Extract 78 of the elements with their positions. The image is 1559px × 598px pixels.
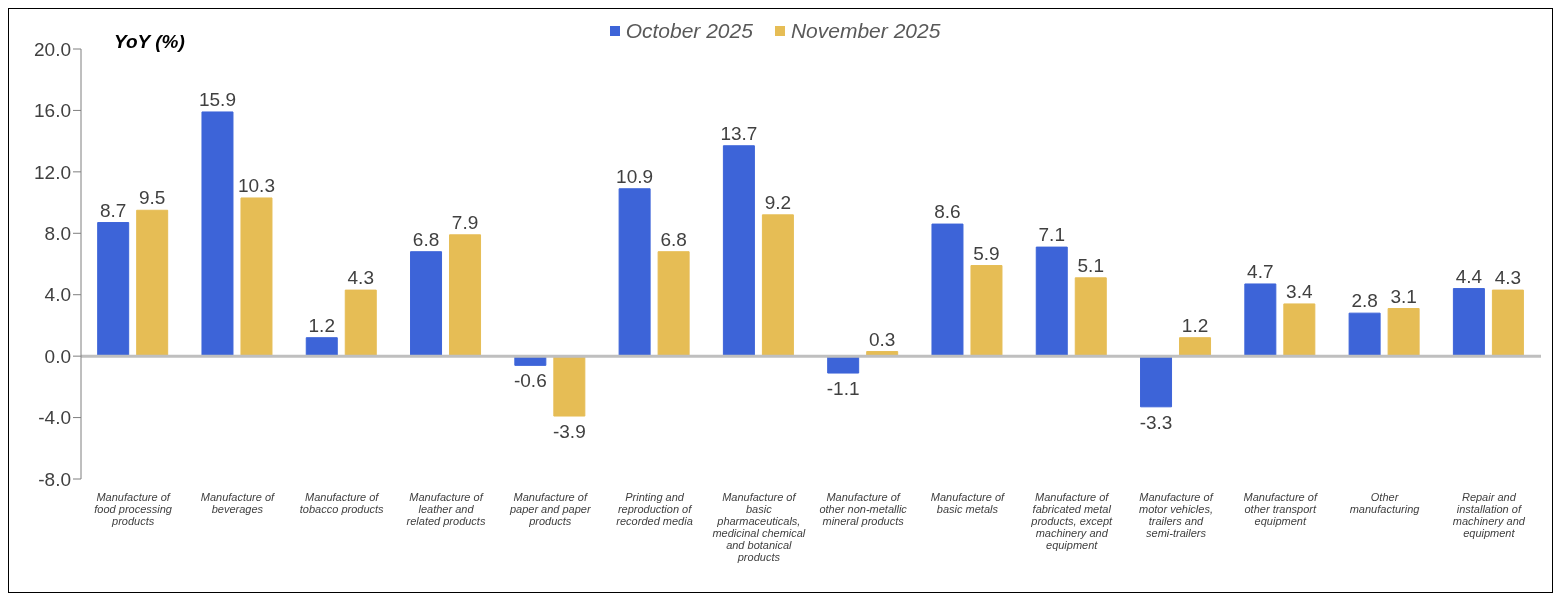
data-label: 6.8 bbox=[660, 228, 687, 250]
data-label: -0.6 bbox=[513, 370, 547, 392]
data-label: 13.7 bbox=[720, 122, 758, 144]
x-tick-label: Manufacture of other transport equipment bbox=[1243, 491, 1318, 527]
data-label: 4.3 bbox=[347, 267, 374, 289]
bar bbox=[201, 111, 234, 357]
bar bbox=[618, 188, 651, 357]
bar bbox=[761, 214, 794, 357]
data-label: 6.8 bbox=[412, 228, 440, 250]
y-tick-label: 4.0 bbox=[44, 284, 71, 306]
legend-label: November 2025 bbox=[789, 19, 941, 43]
y-tick-label: -4.0 bbox=[38, 407, 71, 429]
bar bbox=[1452, 288, 1485, 357]
data-label: -3.3 bbox=[1139, 411, 1173, 433]
bar bbox=[410, 251, 443, 357]
data-label: 5.1 bbox=[1077, 254, 1104, 276]
x-tick-label: Manufacture of fabricated metal products, except machinery and equipment bbox=[1030, 491, 1114, 551]
data-label: 7.9 bbox=[451, 211, 479, 233]
y-axis-title: YoY (%) bbox=[114, 31, 185, 53]
legend-label: October 2025 bbox=[624, 19, 753, 43]
data-label: -1.1 bbox=[826, 378, 860, 400]
data-label: 5.9 bbox=[973, 242, 1000, 264]
bar bbox=[1283, 303, 1316, 357]
x-tick-label: Manufacture of leather and related products bbox=[406, 491, 486, 527]
data-label: 8.6 bbox=[934, 201, 961, 223]
x-tick-label: Manufacture of basic pharmaceuticals, medicinal chemical and botanical products bbox=[712, 491, 806, 563]
data-label: 10.9 bbox=[616, 165, 654, 187]
bar bbox=[553, 355, 586, 417]
y-tick-label: 0.0 bbox=[44, 345, 71, 367]
y-tick-label: 8.0 bbox=[44, 223, 71, 245]
data-label: 9.2 bbox=[764, 191, 792, 213]
data-label: 0.3 bbox=[868, 328, 896, 350]
data-label: 4.4 bbox=[1455, 265, 1483, 287]
y-tick-label: -8.0 bbox=[38, 468, 71, 490]
x-tick-label: Manufacture of food processing products bbox=[94, 491, 173, 527]
bar bbox=[1140, 355, 1173, 408]
data-label: 3.1 bbox=[1390, 285, 1417, 307]
bar bbox=[97, 222, 130, 357]
data-label: 7.1 bbox=[1038, 224, 1065, 246]
bar bbox=[722, 145, 755, 357]
data-label: 9.5 bbox=[138, 187, 166, 209]
data-label: 2.8 bbox=[1351, 290, 1378, 312]
data-label: 8.7 bbox=[99, 199, 127, 221]
x-tick-label: Manufacture of tobacco products bbox=[299, 491, 385, 515]
bar bbox=[1179, 337, 1212, 357]
data-label: 1.2 bbox=[308, 314, 335, 336]
data-label: 4.7 bbox=[1247, 260, 1274, 282]
data-label: 3.4 bbox=[1286, 280, 1313, 302]
x-tick-label: Printing and reproduction of recorded media bbox=[616, 491, 693, 527]
x-tick-label: Manufacture of basic metals bbox=[930, 491, 1006, 515]
x-tick-label: Manufacture of beverages bbox=[200, 491, 276, 515]
data-label: 10.3 bbox=[237, 174, 275, 196]
bar bbox=[305, 337, 338, 357]
data-label: 1.2 bbox=[1181, 314, 1209, 336]
bar bbox=[1387, 308, 1420, 357]
bar bbox=[970, 265, 1003, 357]
data-label: -3.9 bbox=[552, 421, 586, 443]
data-label: 15.9 bbox=[198, 88, 236, 110]
x-tick-label: Manufacture of paper and paper products bbox=[508, 491, 592, 527]
bar bbox=[240, 197, 273, 357]
bar bbox=[1348, 312, 1381, 357]
x-tick-label: Manufacture of motor vehicles, trailers and semi-trailers bbox=[1139, 491, 1214, 539]
x-tick-label: Manufacture of other non-metallic mineral products bbox=[819, 491, 908, 527]
bar bbox=[1244, 283, 1277, 357]
y-tick-label: 12.0 bbox=[34, 161, 71, 183]
bar bbox=[136, 209, 169, 357]
x-tick-label: Repair and installation of machinery and equipment bbox=[1452, 491, 1526, 539]
bar bbox=[1074, 277, 1107, 357]
bar bbox=[1035, 246, 1068, 357]
bar bbox=[344, 289, 377, 357]
bar bbox=[449, 234, 482, 357]
bar bbox=[1491, 289, 1524, 357]
bar bbox=[931, 223, 964, 357]
x-tick-label: Other manufacturing bbox=[1349, 491, 1421, 515]
data-label: 4.3 bbox=[1494, 267, 1522, 289]
bar bbox=[657, 251, 690, 357]
y-tick-label: 20.0 bbox=[34, 38, 71, 60]
y-tick-label: 16.0 bbox=[34, 100, 71, 122]
